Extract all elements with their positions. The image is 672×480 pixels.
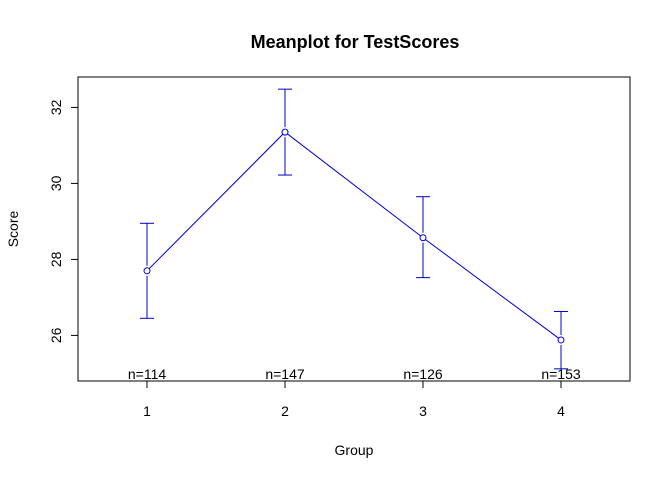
x-axis: 1 2 3 4 [143, 380, 565, 419]
x-tick-label: 1 [143, 403, 151, 419]
mean-point [281, 128, 289, 136]
mean-point [143, 267, 151, 275]
y-tick-label: 28 [48, 251, 64, 267]
mean-point [557, 336, 565, 344]
x-tick-label: 3 [419, 403, 427, 419]
y-tick-label: 26 [48, 327, 64, 343]
n-label: n=114 [128, 366, 166, 382]
y-tick-label: 30 [48, 175, 64, 191]
plot-frame [77, 76, 631, 382]
y-axis: 26 28 30 32 [48, 99, 79, 343]
y-axis-label: Score [5, 211, 21, 248]
error-bars [140, 88, 568, 370]
mean-point [419, 234, 427, 242]
mean-series [143, 128, 565, 344]
mean-line [146, 131, 562, 341]
y-tick-label: 32 [48, 99, 64, 115]
sample-size-labels: n=114 n=147 n=126 n=153 [128, 366, 581, 382]
x-axis-label: Group [335, 442, 374, 458]
n-label: n=147 [265, 366, 305, 382]
chart-title: Meanplot for TestScores [251, 32, 460, 52]
x-tick-label: 2 [281, 403, 289, 419]
n-label: n=126 [403, 366, 443, 382]
x-tick-label: 4 [557, 403, 565, 419]
n-label: n=153 [541, 366, 581, 382]
